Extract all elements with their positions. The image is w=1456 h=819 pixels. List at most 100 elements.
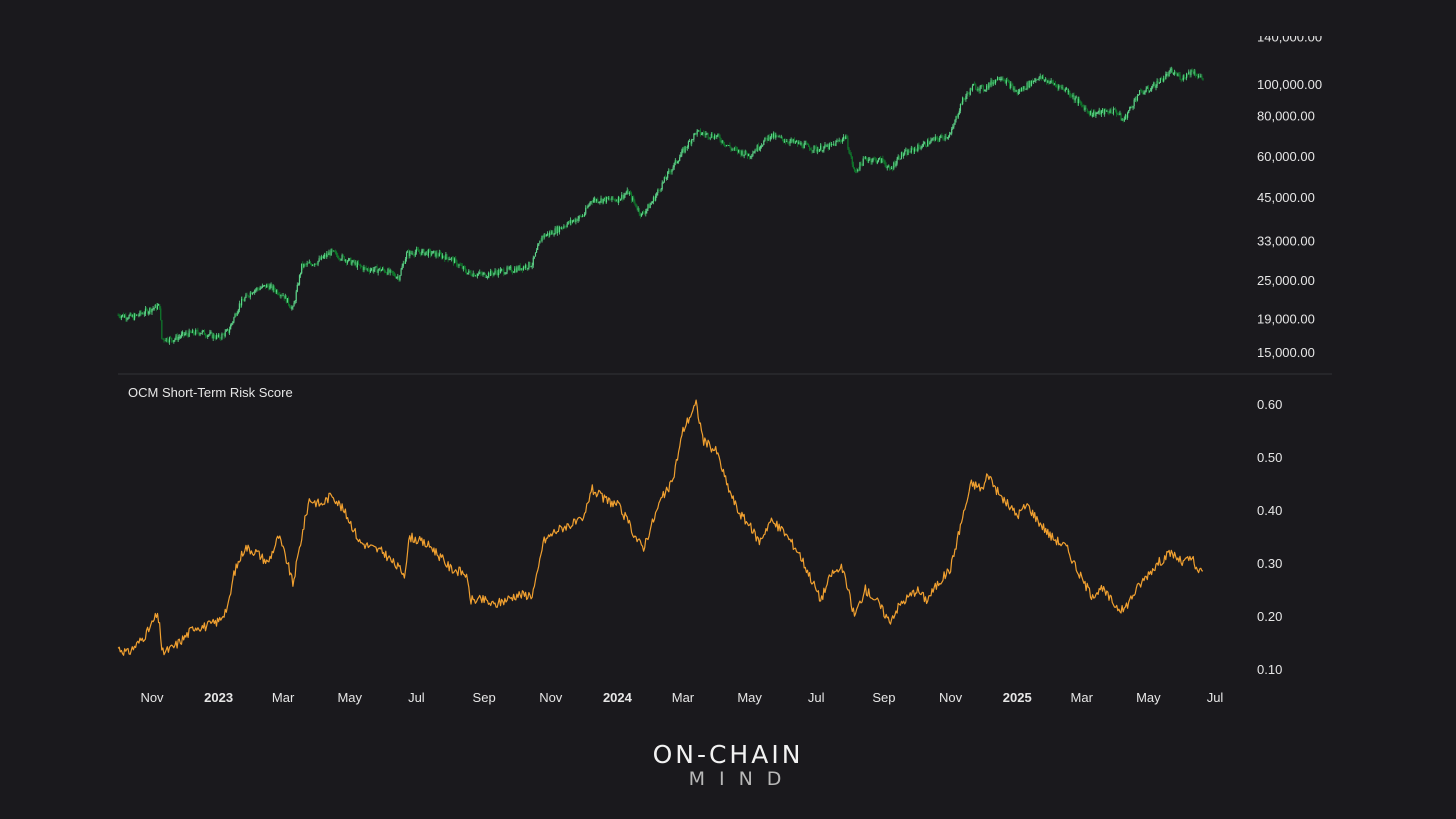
price-candle <box>1098 109 1100 113</box>
price-candle <box>916 149 918 152</box>
price-candle <box>452 257 455 264</box>
price-candle <box>924 142 927 147</box>
price-candle <box>363 267 365 271</box>
price-candle <box>356 262 358 268</box>
price-candle <box>657 189 659 194</box>
price-candle <box>856 170 858 172</box>
price-candle <box>690 141 692 144</box>
price-candle <box>1122 118 1124 121</box>
price-candle <box>1139 90 1141 95</box>
price-candle <box>889 168 892 170</box>
price-candle <box>891 167 893 170</box>
price-candle <box>886 166 888 168</box>
price-candle <box>1053 83 1056 85</box>
price-candle <box>1081 102 1083 106</box>
price-candle <box>463 266 466 269</box>
price-candle <box>714 135 716 139</box>
price-candle <box>439 252 442 254</box>
price-candle <box>1105 109 1107 112</box>
price-candle <box>695 133 697 135</box>
price-candle <box>493 272 495 275</box>
price-candle <box>736 148 739 153</box>
price-candle <box>552 231 554 235</box>
price-candle <box>416 249 419 250</box>
price-candle <box>789 141 791 144</box>
price-candle <box>745 150 747 155</box>
price-candle <box>341 255 343 260</box>
price-candle <box>201 331 203 334</box>
price-candle <box>249 292 251 297</box>
price-candle <box>991 80 993 85</box>
price-candle <box>1084 107 1086 111</box>
price-candle <box>403 263 405 264</box>
price-candle <box>710 134 712 138</box>
x-tick-label: Mar <box>1071 690 1094 705</box>
price-candle <box>432 251 434 254</box>
price-candle <box>1132 106 1134 108</box>
price-candle <box>1118 114 1120 115</box>
price-candle <box>1082 105 1084 107</box>
price-candle <box>540 240 542 242</box>
price-candle <box>758 148 761 150</box>
price-candle <box>516 267 518 273</box>
price-candle <box>204 334 207 336</box>
price-candle <box>1173 72 1176 74</box>
price-candle <box>1059 85 1061 87</box>
price-candle <box>1085 107 1087 109</box>
price-candle <box>782 139 785 142</box>
price-candle <box>306 263 308 265</box>
price-candle <box>975 84 977 90</box>
price-candle <box>868 159 870 162</box>
price-candle <box>398 276 400 281</box>
price-candle <box>574 219 576 223</box>
price-candle <box>282 295 284 297</box>
price-candle <box>817 149 820 152</box>
price-candle <box>419 251 421 253</box>
price-candle <box>763 140 765 145</box>
price-candle <box>1157 81 1159 84</box>
price-candle <box>1096 112 1098 114</box>
price-candle <box>411 253 413 255</box>
price-candle <box>663 177 665 182</box>
price-candle <box>691 139 693 144</box>
price-candle <box>1127 112 1129 118</box>
price-candle <box>1042 76 1045 81</box>
price-candle <box>381 268 384 270</box>
price-candle <box>188 330 190 337</box>
price-candle <box>1068 91 1070 93</box>
price-candle <box>1128 110 1130 113</box>
price-candle <box>576 219 578 221</box>
price-candle <box>274 290 277 293</box>
price-candle <box>285 295 287 303</box>
price-candle <box>709 137 711 139</box>
price-candle <box>438 252 440 257</box>
price-candle <box>744 150 746 155</box>
price-candle <box>955 116 957 120</box>
price-candle <box>589 201 591 205</box>
price-candle <box>813 145 815 151</box>
price-candle <box>401 266 403 270</box>
price-candle <box>1087 111 1089 112</box>
price-candle <box>487 272 490 277</box>
price-candle <box>726 144 728 146</box>
price-candle <box>189 330 191 333</box>
price-candle <box>872 158 874 161</box>
price-candle <box>667 171 669 178</box>
price-candle <box>506 267 508 273</box>
price-candle <box>681 150 683 155</box>
price-candles <box>117 66 1204 345</box>
price-candle <box>837 140 839 142</box>
price-candle <box>317 261 319 265</box>
price-candle <box>537 245 539 250</box>
price-candle <box>752 153 754 156</box>
price-candle <box>1083 106 1085 111</box>
price-candle <box>355 262 357 268</box>
price-y-tick-label: 100,000.00 <box>1257 77 1322 92</box>
price-candle <box>897 156 899 160</box>
price-candle <box>785 141 787 143</box>
price-candle <box>391 270 393 273</box>
price-candle <box>894 162 896 166</box>
risk-y-tick-label: 0.40 <box>1257 503 1282 518</box>
price-candle <box>610 199 612 201</box>
price-candle <box>590 201 592 203</box>
